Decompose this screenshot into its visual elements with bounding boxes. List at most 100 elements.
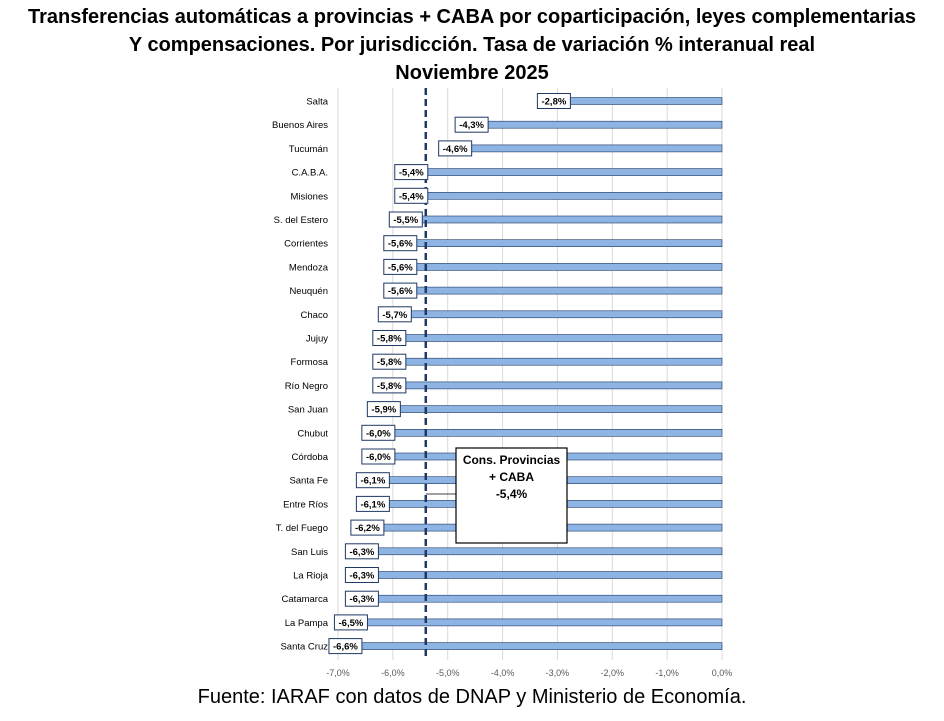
category-label: San Luis: [291, 547, 328, 558]
value-label: -5,6%: [388, 262, 413, 273]
category-label: Corrientes: [284, 239, 328, 250]
source-note: Fuente: IARAF con datos de DNAP y Minist…: [197, 686, 747, 708]
category-label: Neuquén: [289, 286, 328, 297]
value-label: -5,8%: [377, 334, 402, 345]
x-tick-label: -5,0%: [436, 668, 460, 678]
value-label-box: [383, 235, 418, 252]
value-label: -6,3%: [349, 547, 374, 558]
category-label: Santa Fe: [289, 476, 328, 487]
x-tick-label: -6,0%: [381, 668, 405, 678]
bar: [414, 239, 723, 247]
category-label: La Pampa: [285, 618, 329, 629]
x-axis-ticks: -7,0% -6,0% -5,0% -4,0% -3,0% -2,0% -1,0% 0,0%: [326, 668, 732, 678]
value-label: -2,8%: [541, 97, 566, 108]
value-label: -6,5%: [339, 618, 364, 629]
value-label-box: [350, 519, 385, 536]
chart-title-line-3: Noviembre 2025: [395, 62, 549, 84]
x-tick-label: 0,0%: [712, 668, 733, 678]
bar: [376, 571, 723, 579]
value-label-box: [383, 258, 418, 275]
category-label: S. del Estero: [274, 215, 328, 226]
bar: [414, 263, 723, 271]
chart-title-line-1: Transferencias automáticas a provincias …: [28, 6, 916, 28]
x-tick-label: -2,0%: [601, 668, 625, 678]
bar: [485, 120, 723, 129]
value-label: -5,4%: [399, 168, 424, 179]
bar: [409, 310, 723, 319]
value-label: -4,3%: [459, 120, 484, 131]
category-label: La Rioja: [293, 571, 329, 582]
category-label: Entre Ríos: [283, 499, 328, 510]
value-label: -6,2%: [355, 523, 380, 534]
value-label-box: [344, 543, 379, 560]
annotation-text: -5,4%: [496, 487, 528, 501]
chart-title-line-2: Y compensaciones. Por jurisdicción. Tasa…: [128, 34, 816, 56]
annotation-text: Cons. Provincias: [463, 453, 561, 467]
bar: [359, 642, 723, 650]
bar: [425, 192, 723, 200]
value-label-box: [361, 448, 396, 465]
value-label-box: [388, 211, 423, 228]
value-label: -5,7%: [382, 310, 407, 321]
category-label: Mendoza: [289, 262, 329, 273]
value-labels: -2,8% -4,3% -4,6% -5,4% -5,4% -5,5% -5,6% -5,6%…: [328, 93, 571, 655]
value-label-box: [355, 472, 390, 489]
value-label: -5,8%: [377, 357, 402, 368]
value-label: -5,5%: [393, 215, 418, 226]
category-label: Misiones: [291, 191, 329, 202]
value-label-box: [355, 495, 390, 512]
bar-chart: -2,8% -4,3% -4,6% -5,4% -5,4% -5,5% -5,6% -5,6%…: [272, 88, 732, 678]
value-label-box: [366, 401, 401, 418]
x-tick-label: -3,0%: [546, 668, 570, 678]
bar: [469, 144, 723, 153]
value-label-box: [438, 140, 473, 157]
bar: [403, 334, 723, 342]
bar: [403, 381, 723, 390]
grid-lines: [337, 88, 723, 660]
category-labels: Salta Buenos Aires Tucumán C.A.B.A. Misiones…: [272, 97, 329, 653]
bar: [376, 547, 723, 556]
value-label: -5,8%: [377, 381, 402, 392]
value-label: -5,6%: [388, 239, 413, 250]
x-tick-label: -4,0%: [491, 668, 515, 678]
value-label-box: [394, 164, 429, 181]
annotation-text: + CABA: [489, 470, 534, 484]
category-label: Jujuy: [306, 334, 328, 345]
value-label: -6,0%: [366, 428, 391, 439]
x-tick-label: -1,0%: [655, 668, 679, 678]
category-label: Chaco: [301, 310, 328, 321]
category-label: Tucumán: [289, 144, 328, 155]
value-label: -4,6%: [443, 144, 468, 155]
category-label: Río Negro: [285, 381, 328, 392]
bars: [359, 97, 723, 650]
value-label-box: [372, 377, 407, 394]
value-label-box: [344, 567, 379, 583]
value-label: -5,6%: [388, 286, 413, 297]
bar: [392, 428, 723, 437]
category-label: C.A.B.A.: [292, 168, 328, 179]
value-label: -6,1%: [360, 499, 385, 510]
value-label-box: [383, 282, 418, 299]
value-label-box: [333, 614, 368, 631]
value-label: -5,9%: [371, 405, 396, 416]
value-label-box: [372, 353, 407, 370]
value-label: -6,0%: [366, 452, 391, 463]
category-label: Catamarca: [282, 594, 329, 605]
value-label-box: [361, 424, 396, 441]
bar: [398, 405, 723, 413]
category-label: Chubut: [297, 428, 328, 439]
category-label: San Juan: [288, 405, 328, 416]
value-label: -6,3%: [349, 594, 374, 605]
bar: [419, 215, 723, 224]
category-label: Córdoba: [292, 452, 329, 463]
category-label: Salta: [306, 97, 328, 108]
category-label: T. del Fuego: [276, 523, 328, 534]
bar: [365, 618, 723, 627]
value-label: -6,3%: [349, 571, 374, 582]
category-label: Formosa: [291, 357, 329, 368]
x-tick-label: -7,0%: [326, 668, 350, 678]
bar: [403, 357, 723, 366]
annotation-box: [455, 447, 568, 544]
bar: [414, 286, 723, 295]
value-label-box: [454, 116, 489, 133]
